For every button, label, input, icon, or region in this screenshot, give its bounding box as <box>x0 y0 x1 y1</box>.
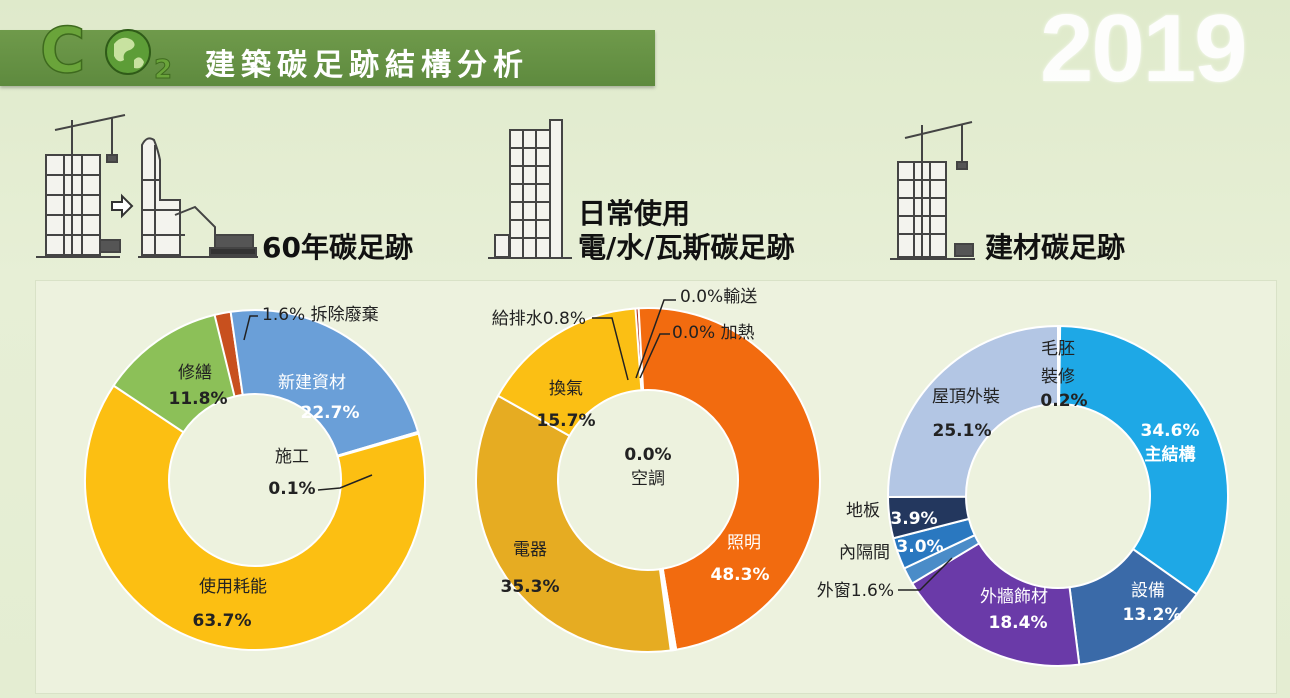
label-water: 給排水0.8% <box>492 309 586 329</box>
leader-line <box>592 317 629 381</box>
value-energy-use: 63.7% <box>193 611 252 631</box>
label-window: 外窗1.6% <box>817 581 894 601</box>
label-demolition: 1.6% 拆除廢棄 <box>262 305 379 325</box>
slice-新建資材 <box>229 309 420 457</box>
section-operation-label-1: 日常使用 <box>578 197 691 230</box>
arrow-right-icon <box>111 193 134 219</box>
value-lighting: 48.3% <box>711 565 770 585</box>
value-equipment: 13.2% <box>1123 605 1182 625</box>
value-facade: 18.4% <box>989 613 1048 633</box>
value-construction: 0.1% <box>268 479 315 499</box>
value-repair: 11.8% <box>169 389 228 409</box>
logo-letter: C <box>40 16 86 86</box>
slice-修繕 <box>112 313 236 434</box>
label-appliances: 電器 <box>513 540 547 560</box>
slice-屋頂外裝 <box>887 324 1059 499</box>
building-crane-icon <box>36 114 126 258</box>
slice-主結構 <box>1058 324 1229 596</box>
leader-line <box>639 333 670 379</box>
label-facade: 外牆飾材 <box>980 587 1048 607</box>
leader-line <box>635 299 676 379</box>
label-rough-finish-1: 毛胚 <box>1041 339 1075 359</box>
slice-使用耗能 <box>84 384 426 651</box>
section-operation-label-2: 電/水/瓦斯碳足跡 <box>578 231 795 264</box>
slice-照明 <box>637 307 821 651</box>
skyscraper-icon <box>488 119 572 259</box>
label-lighting: 照明 <box>727 533 761 553</box>
donut-operation <box>475 307 821 653</box>
logo-subscript: 2 <box>154 55 172 85</box>
label-floor: 地板 <box>846 501 880 521</box>
value-new-materials: 22.7% <box>301 403 360 423</box>
label-rough-finish-2: 裝修 <box>1041 367 1075 387</box>
label-construction: 施工 <box>275 447 309 467</box>
slice-電器 <box>475 394 672 653</box>
value-ventilation: 15.7% <box>537 411 596 431</box>
slice-換氣 <box>496 307 643 438</box>
value-appliances: 35.3% <box>501 577 560 597</box>
label-equipment: 設備 <box>1131 581 1165 601</box>
value-partition: 3.0% <box>896 537 943 557</box>
section-lifecycle-label: 60年碳足跡 <box>262 231 413 264</box>
label-structure: 主結構 <box>1145 444 1196 465</box>
label-ac: 空調 <box>631 469 665 489</box>
building-crane-icon-2 <box>890 121 975 260</box>
value-roof: 25.1% <box>933 421 992 441</box>
leader-line <box>317 474 373 491</box>
label-transport: 0.0%輸送 <box>680 287 757 307</box>
leader-line <box>898 557 953 591</box>
section-materials-label: 建材碳足跡 <box>985 231 1126 264</box>
page-title: 建築碳足跡結構分析 <box>205 48 529 83</box>
label-energy-use: 使用耗能 <box>199 576 267 597</box>
label-roof: 屋頂外裝 <box>932 387 1000 407</box>
donut-materials <box>886 324 1229 667</box>
year-label: 2019 <box>1040 0 1248 102</box>
illustrations <box>36 114 975 260</box>
co2-logo-icon: C 2 <box>39 16 172 86</box>
value-structure: 34.6% <box>1141 421 1200 441</box>
label-partition: 內隔間 <box>839 543 890 563</box>
value-ac: 0.0% <box>624 445 671 465</box>
donut-lifecycle <box>84 309 426 651</box>
label-repair: 修繕 <box>178 363 212 383</box>
value-floor: 3.9% <box>890 509 937 529</box>
value-rough-finish: 0.2% <box>1040 391 1087 411</box>
slice-外牆飾材 <box>910 541 1081 667</box>
demolition-icon <box>138 137 258 258</box>
label-heating: 0.0% 加熱 <box>672 323 755 343</box>
label-new-materials: 新建資材 <box>278 373 346 393</box>
label-ventilation: 換氣 <box>549 379 583 399</box>
leader-line <box>243 315 258 341</box>
